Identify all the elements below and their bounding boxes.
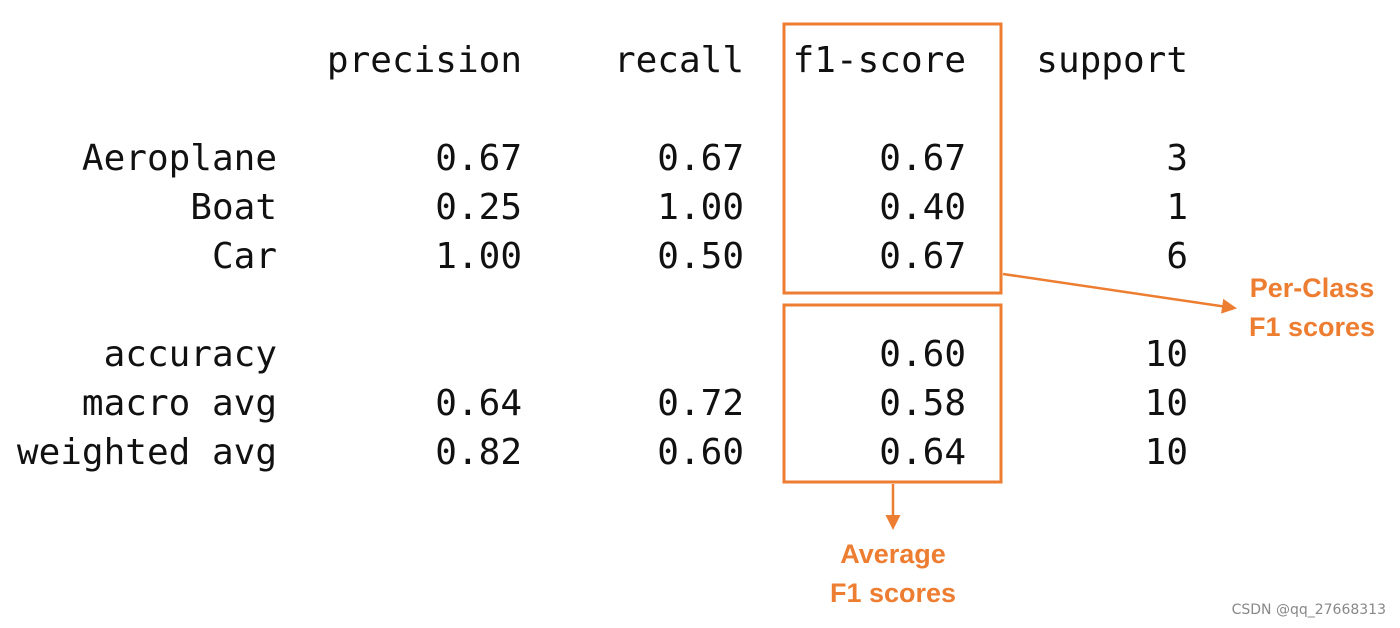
row-label: Aeroplane <box>82 138 277 179</box>
row-label: Car <box>212 236 277 277</box>
watermark: CSDN @qq_27668313 <box>1232 602 1386 618</box>
column-header: support <box>1036 40 1188 81</box>
cell: 6 <box>1166 236 1188 277</box>
cell: 0.50 <box>657 236 744 277</box>
cell: 0.40 <box>879 187 966 228</box>
per-class-box <box>782 22 1003 295</box>
cell: 0.67 <box>435 138 522 179</box>
annotation: Per-Class <box>1250 273 1375 303</box>
cell: 0.72 <box>657 383 744 424</box>
cell: 0.64 <box>435 383 522 424</box>
cell: 0.67 <box>879 138 966 179</box>
column-header: f1-score <box>793 40 966 81</box>
row-label: Boat <box>190 187 277 228</box>
cell: 1 <box>1166 187 1188 228</box>
row-label: weighted avg <box>17 432 277 473</box>
cell: 0.25 <box>435 187 522 228</box>
column-header: recall <box>614 40 744 81</box>
average-box <box>782 303 1003 484</box>
cell: 10 <box>1145 383 1188 424</box>
column-header: precision <box>327 40 522 81</box>
cell: 0.58 <box>879 383 966 424</box>
annotation: F1 scores <box>830 578 956 608</box>
cell: 3 <box>1166 138 1188 179</box>
cell: 0.67 <box>879 236 966 277</box>
row-label: macro avg <box>82 383 277 424</box>
cell: 10 <box>1145 432 1188 473</box>
annotation: Average <box>840 539 946 569</box>
cell: 0.67 <box>657 138 744 179</box>
cell: 0.60 <box>879 334 966 375</box>
cell: 1.00 <box>657 187 744 228</box>
annotation: F1 scores <box>1249 312 1375 342</box>
cell: 1.00 <box>435 236 522 277</box>
cell: 10 <box>1145 334 1188 375</box>
cell: 0.82 <box>435 432 522 473</box>
cell: 0.64 <box>879 432 966 473</box>
cell: 0.60 <box>657 432 744 473</box>
per-class-arrow <box>1002 272 1237 314</box>
report-table: precision recall f1-score support Aeroplane 0… <box>17 40 1188 473</box>
row-label: accuracy <box>104 334 277 375</box>
